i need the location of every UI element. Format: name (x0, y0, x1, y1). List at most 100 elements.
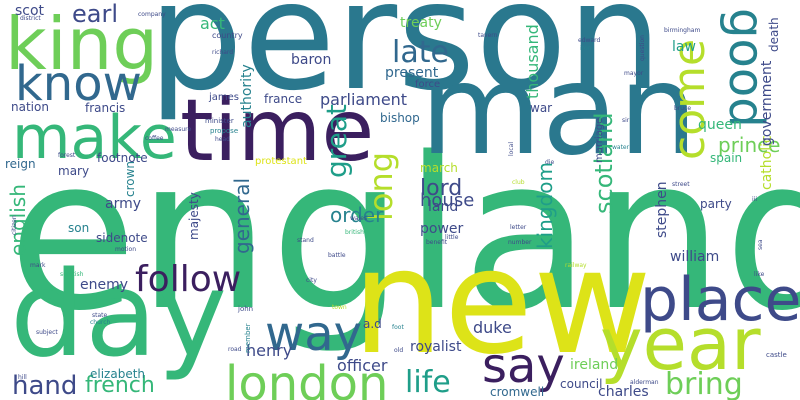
word-sea: sea (757, 239, 764, 250)
word-scot: scot (15, 3, 45, 19)
word-stand: stand (297, 237, 314, 244)
word-foot: foot (392, 324, 404, 331)
word-elizabeth: elizabeth (90, 367, 146, 381)
word-marriage: marriage (594, 117, 605, 164)
word-benefit: benefit (426, 239, 448, 246)
word-reign: reign (5, 157, 36, 171)
word-british: british (345, 229, 364, 236)
word-minister: minister (205, 117, 234, 125)
word-act: act (200, 14, 225, 33)
word-little: little (445, 234, 459, 241)
word-come: come (664, 38, 715, 161)
word-life: life (405, 365, 451, 400)
word-road: road (228, 346, 242, 353)
word-death: death (767, 17, 781, 53)
word-late: late (392, 35, 449, 70)
word-way: way (265, 306, 363, 362)
word-iron: iron (580, 45, 592, 52)
word-james: james (209, 92, 240, 103)
word-iii: iii (752, 196, 758, 203)
word-hill: hill (18, 374, 27, 381)
word-son: son (68, 221, 90, 235)
word-local: local (508, 142, 515, 157)
word-person: person (148, 0, 663, 124)
word-parliament: parliament (320, 90, 408, 109)
word-authority: authority (239, 64, 255, 129)
word-die: die (545, 159, 555, 166)
word-council: council (560, 377, 603, 391)
word-spain: spain (710, 151, 743, 165)
word-law: law (672, 39, 696, 55)
word-battle: battle (328, 252, 346, 259)
word-duke: duke (473, 318, 512, 337)
word-mayor: mayor (624, 70, 644, 77)
word-war: war (530, 101, 553, 115)
word-coffee: coffee (145, 135, 164, 142)
word-baron: baron (291, 52, 332, 68)
word-church: church (90, 319, 111, 326)
word-like: like (754, 271, 765, 278)
word-charles: charles (598, 384, 649, 400)
word-propose: propose (210, 127, 239, 135)
word-john: john (238, 305, 254, 313)
word-town: town (332, 304, 347, 311)
word-thousand: thousand (523, 24, 542, 100)
word-ireland: ireland (570, 357, 619, 373)
word-company: company (138, 11, 166, 18)
word-hand: hand (12, 371, 78, 400)
word-head: head (215, 136, 230, 143)
word-cromwell: cromwell (490, 385, 545, 399)
word-henry: henry (246, 341, 293, 360)
word-say: say (482, 338, 565, 394)
word-majesty: majesty (187, 192, 201, 241)
word-lord: lord (420, 176, 463, 201)
word-subject: subject (36, 329, 58, 336)
word-party: party (700, 197, 732, 211)
word-member: member (244, 323, 252, 353)
word-enemy: enemy (80, 277, 129, 293)
word-day: day (10, 245, 228, 383)
word-place: place (640, 265, 800, 335)
word-sidenote: sidenote (96, 231, 148, 245)
word-william: william (670, 249, 720, 265)
word-protestant: protestant (255, 156, 307, 167)
word-bring: bring (665, 367, 743, 400)
word-house: house (420, 190, 475, 211)
word-district: district (20, 15, 41, 22)
word-birmingham: birmingham (664, 27, 701, 34)
word-francis: francis (85, 101, 126, 115)
word-england: england (8, 112, 800, 357)
word-land: land (428, 199, 459, 215)
word-force: force (415, 79, 441, 90)
word-new: new (352, 218, 652, 387)
word-london: london (225, 356, 389, 400)
word-government: government (759, 60, 775, 146)
word-kingdom: kingdom (533, 161, 557, 249)
word-footnote: footnote (97, 151, 148, 165)
word-king: king (5, 2, 159, 86)
word-treaty: treaty (400, 15, 442, 31)
word-france: france (264, 92, 303, 106)
word-army: army (105, 196, 142, 212)
word-order: order (330, 203, 384, 227)
word-man: man (420, 38, 698, 183)
word-forest: forest (58, 152, 76, 159)
word-earl: earl (72, 0, 119, 28)
word-question: question (639, 34, 646, 61)
word-know: know (15, 56, 142, 112)
word-castle: castle (766, 351, 787, 359)
word-general: general (230, 177, 254, 254)
word-letter: letter (510, 224, 527, 231)
word-state: state (92, 312, 108, 319)
word-old: old (394, 347, 404, 354)
word-alderman: alderman (630, 379, 659, 386)
word-scottish: scottish (60, 271, 84, 278)
word-year: year (600, 302, 761, 386)
word-mark: mark (30, 262, 46, 269)
word-crown: crown (123, 161, 137, 198)
word-great: great (320, 103, 353, 178)
word-measure: measure (165, 126, 192, 133)
word-officer: officer (337, 356, 388, 375)
word-bruce: bruce (674, 105, 692, 112)
